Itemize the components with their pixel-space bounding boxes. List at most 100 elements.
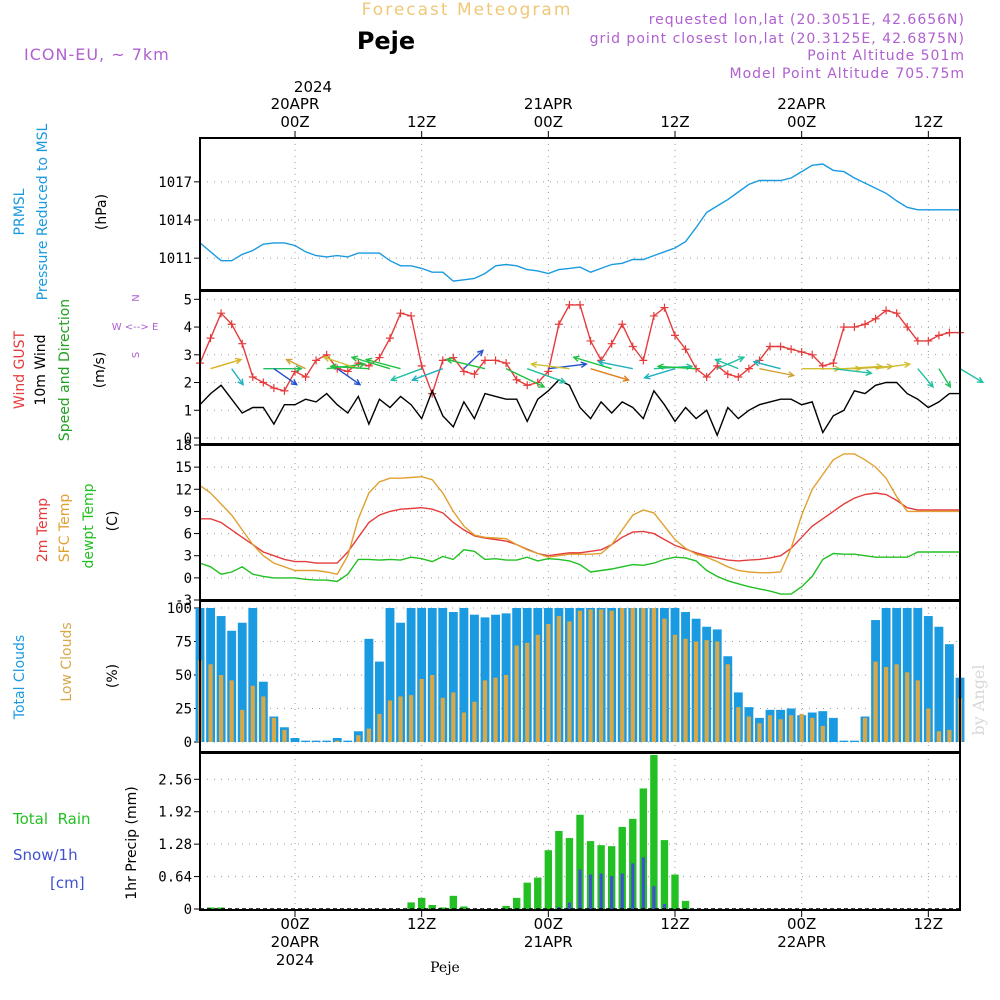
gust-marker [871,314,880,323]
low-cloud-bar [757,723,762,742]
gust-marker [227,320,236,329]
gust-marker [618,320,627,329]
wind-arrow-head [445,357,453,364]
total-cloud-bar [828,717,838,742]
gust-marker [766,342,774,351]
snow-bar [641,857,645,909]
pressure-ytick-label: 1014 [158,213,192,229]
rain-bar [407,902,415,909]
bottom-axis-hour: 12Z [660,915,689,933]
rain-bar [206,907,215,909]
low-cloud-bar [905,672,910,742]
gust-marker [459,367,468,376]
low-cloud-bar [525,642,530,742]
wind-series-10m-wind [199,378,960,438]
low-cloud-bar [419,679,424,742]
gust-marker [565,300,574,309]
pressure-unit: (hPa) [94,194,110,230]
pressure-label-line-2: Pressure Reduced to MSL [35,123,51,300]
rain-bar [523,882,531,909]
wind-direction-arrow [917,368,934,388]
gust-marker [470,370,479,379]
low-cloud-bar [704,640,709,742]
rain-bar [428,904,436,909]
low-cloud-bar [482,680,488,742]
low-cloud-bar [725,664,730,742]
gust-marker [861,320,869,329]
low-cloud-bar [609,610,614,742]
gust-marker [554,320,563,329]
clouds-ytick-label: 25 [175,702,192,718]
pressure-panel: 1011 1014 1017 [158,137,961,291]
temperature-ytick-label: 3 [184,549,192,565]
low-cloud-bar [366,728,371,742]
pressure-ytick-label: 1011 [158,251,192,267]
low-cloud-bar [556,616,561,742]
wind-arrow-head [787,371,796,378]
low-cloud-bar [567,621,572,742]
wind-arrow-head [538,381,546,388]
total-cloud-bar [934,626,944,742]
total-cloud-bar [364,638,374,742]
rain-bar [544,850,553,909]
rain-bar [502,905,510,909]
wind-axis-label: Wind GUST 10m Wind Speed and Direction (… [12,294,158,441]
compass-north: N [131,294,142,301]
wind-arrow-head [559,377,567,384]
rain-bar [534,877,542,909]
low-cloud-bar [356,735,361,742]
total-cloud-bar [406,608,416,742]
wind-ytick-label: 0 [184,431,192,447]
gust-marker [934,331,943,340]
temperature-panel: -3 0 3 6 9 12 15 18 [175,438,961,609]
wind-label-line-2: 10m Wind [33,334,49,405]
low-cloud-bar [271,717,276,742]
top-axis-hour: 00Z [787,113,816,131]
low-cloud-bar [398,696,403,742]
total-cloud-bar [417,608,427,742]
low-cloud-bar [799,713,804,742]
snow-bar [599,873,603,909]
bottom-axis-hour: 00Z [534,915,563,933]
gust-marker [829,359,838,368]
snow-unit-label: [cm] [50,874,85,892]
gust-marker [449,353,458,362]
precip-unit: 1hr Precip (mm) [124,786,140,899]
low-cloud-bar [736,707,741,742]
precip-ytick-label: 0.64 [158,870,192,886]
rain-bar [417,897,426,909]
low-cloud-bar [683,638,688,742]
wind-ytick-label: 1 [184,403,192,419]
compass-south: S [131,352,142,358]
wind-direction-arrow [716,356,745,370]
low-cloud-bar [630,608,635,742]
snow-bar [631,863,635,909]
wind-direction-arrow [231,368,244,386]
low-cloud-bar [641,608,646,742]
low-cloud-bar [504,675,509,742]
low-cloud-bar [229,680,234,742]
total-cloud-bar [850,740,859,742]
wind-direction-arrow [833,367,872,374]
gust-marker [839,323,848,332]
gust-marker [649,311,658,320]
rain-bar [439,907,447,909]
total-cloud-bar [375,661,384,742]
low-cloud-bar [377,713,382,742]
wind-arrow-head [580,361,588,369]
low-cloud-bar [240,709,245,742]
wind-direction-arrow [573,356,612,370]
gust-marker [744,364,753,373]
gust-marker [892,309,901,318]
low-cloud-bar [493,677,498,742]
low-cloud-bar [810,717,815,742]
clouds-ytick-label: 75 [175,635,192,651]
total-cloud-bar [237,622,247,742]
bottom-axis-hour: 12Z [407,915,436,933]
gust-marker [269,384,278,393]
wind-direction-arrow [590,367,629,381]
info-line-1: requested lon,lat (20.3051E, 42.6656N) [649,12,965,28]
wind-direction-arrow [391,368,422,381]
